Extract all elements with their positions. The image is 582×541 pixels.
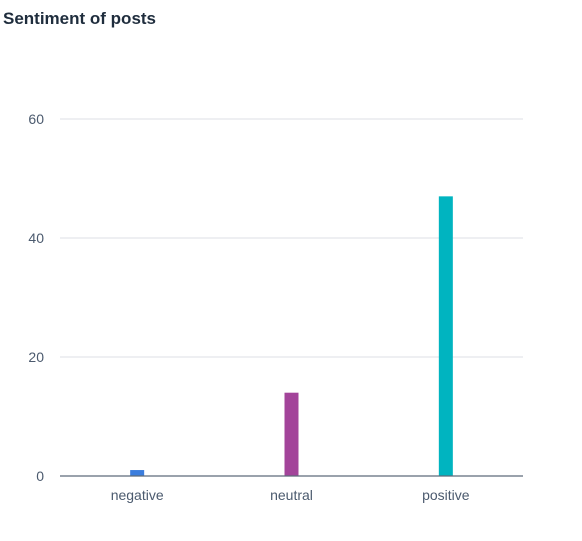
- y-tick-label: 40: [28, 230, 44, 246]
- y-axis-ticks: 0 20 40 60: [28, 111, 44, 484]
- bar-positive: [438, 196, 453, 476]
- chart-title: Sentiment of posts: [3, 9, 157, 28]
- x-axis-ticks: negative neutral positive: [111, 487, 470, 503]
- y-tick-label: 0: [36, 468, 44, 484]
- y-tick-label: 60: [28, 111, 44, 127]
- gridlines: [60, 118, 523, 358]
- bar-negative: [130, 470, 145, 476]
- y-tick-label: 20: [28, 349, 44, 365]
- x-tick-label-negative: negative: [111, 487, 164, 503]
- bars: [130, 196, 453, 476]
- x-tick-label-positive: positive: [422, 487, 470, 503]
- bar-neutral: [284, 392, 299, 476]
- x-tick-label-neutral: neutral: [270, 487, 313, 503]
